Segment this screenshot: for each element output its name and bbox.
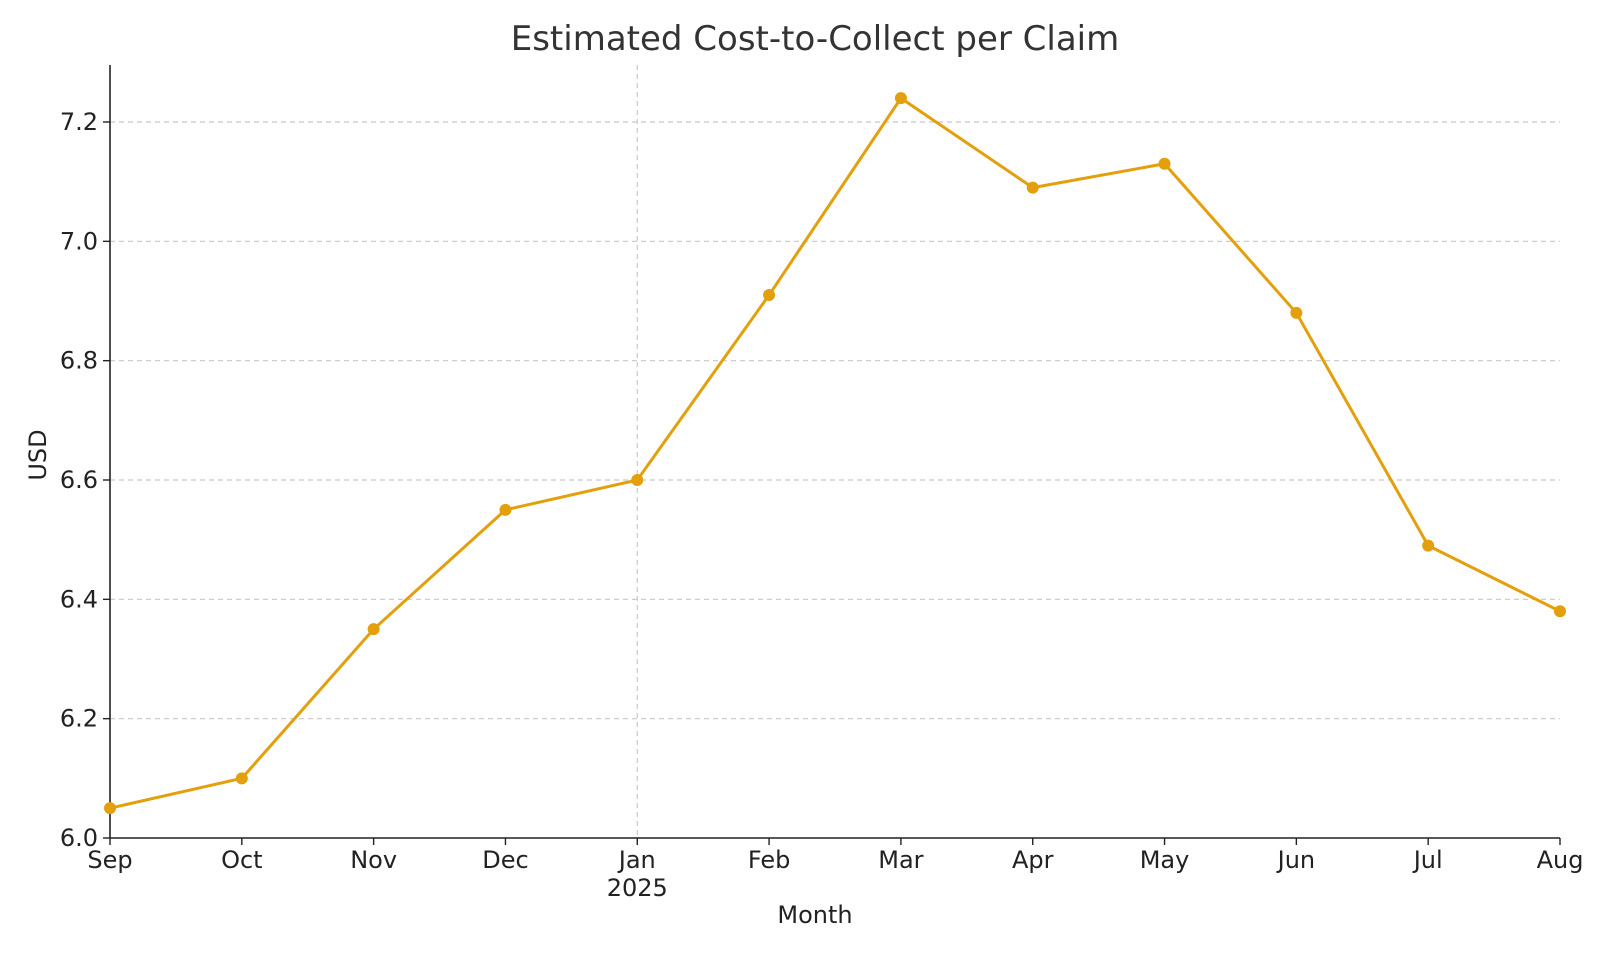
data-point xyxy=(631,474,644,486)
data-point xyxy=(235,772,248,785)
y-tick-label: 6.6 xyxy=(60,466,98,494)
y-tick-label: 6.0 xyxy=(60,824,98,852)
x-tick-label: Aug xyxy=(1537,846,1584,874)
data-point xyxy=(1158,157,1171,170)
y-axis-ticks: 6.0 6.2 6.4 6.6 6.8 7.0 7.2 xyxy=(60,108,110,852)
data-point xyxy=(499,503,512,516)
series-group xyxy=(104,92,1566,815)
data-point xyxy=(1554,605,1566,618)
y-tick-label: 6.8 xyxy=(60,347,98,375)
x-axis-ticks: Sep Oct Nov Dec Jan Feb Mar Apr May Jun Jul Aug 2025 xyxy=(87,838,1583,902)
x-axis-label: Month xyxy=(777,901,852,929)
x-tick-label: Apr xyxy=(1012,846,1054,874)
x-tick-label: Feb xyxy=(748,846,791,874)
axes xyxy=(109,65,1560,839)
y-tick-label: 6.2 xyxy=(60,705,98,733)
x-tick-year-label: 2025 xyxy=(607,874,668,902)
y-tick-label: 6.4 xyxy=(60,585,98,613)
series-line xyxy=(109,96,1561,810)
x-tick-label: Sep xyxy=(87,846,132,874)
data-point xyxy=(104,802,116,815)
data-point xyxy=(1422,539,1435,552)
y-tick-label: 7.0 xyxy=(60,227,98,255)
x-tick-label: Jul xyxy=(1412,846,1443,874)
data-point xyxy=(1026,181,1039,194)
data-point xyxy=(894,92,907,105)
x-tick-label: Nov xyxy=(350,846,397,874)
data-point xyxy=(763,289,776,302)
chart-title: Estimated Cost-to-Collect per Claim xyxy=(511,19,1120,59)
y-tick-label: 7.2 xyxy=(60,108,98,136)
data-point xyxy=(367,623,380,636)
y-axis-label: USD xyxy=(24,429,52,480)
x-tick-label: May xyxy=(1140,846,1190,874)
x-tick-label: Jun xyxy=(1276,846,1316,874)
x-tick-label: Oct xyxy=(221,846,263,874)
x-tick-label: Jan xyxy=(617,846,656,874)
x-tick-label: Dec xyxy=(482,846,528,874)
data-point xyxy=(1290,306,1303,319)
x-tick-label: Mar xyxy=(878,846,923,874)
grid-lines xyxy=(110,65,1560,838)
